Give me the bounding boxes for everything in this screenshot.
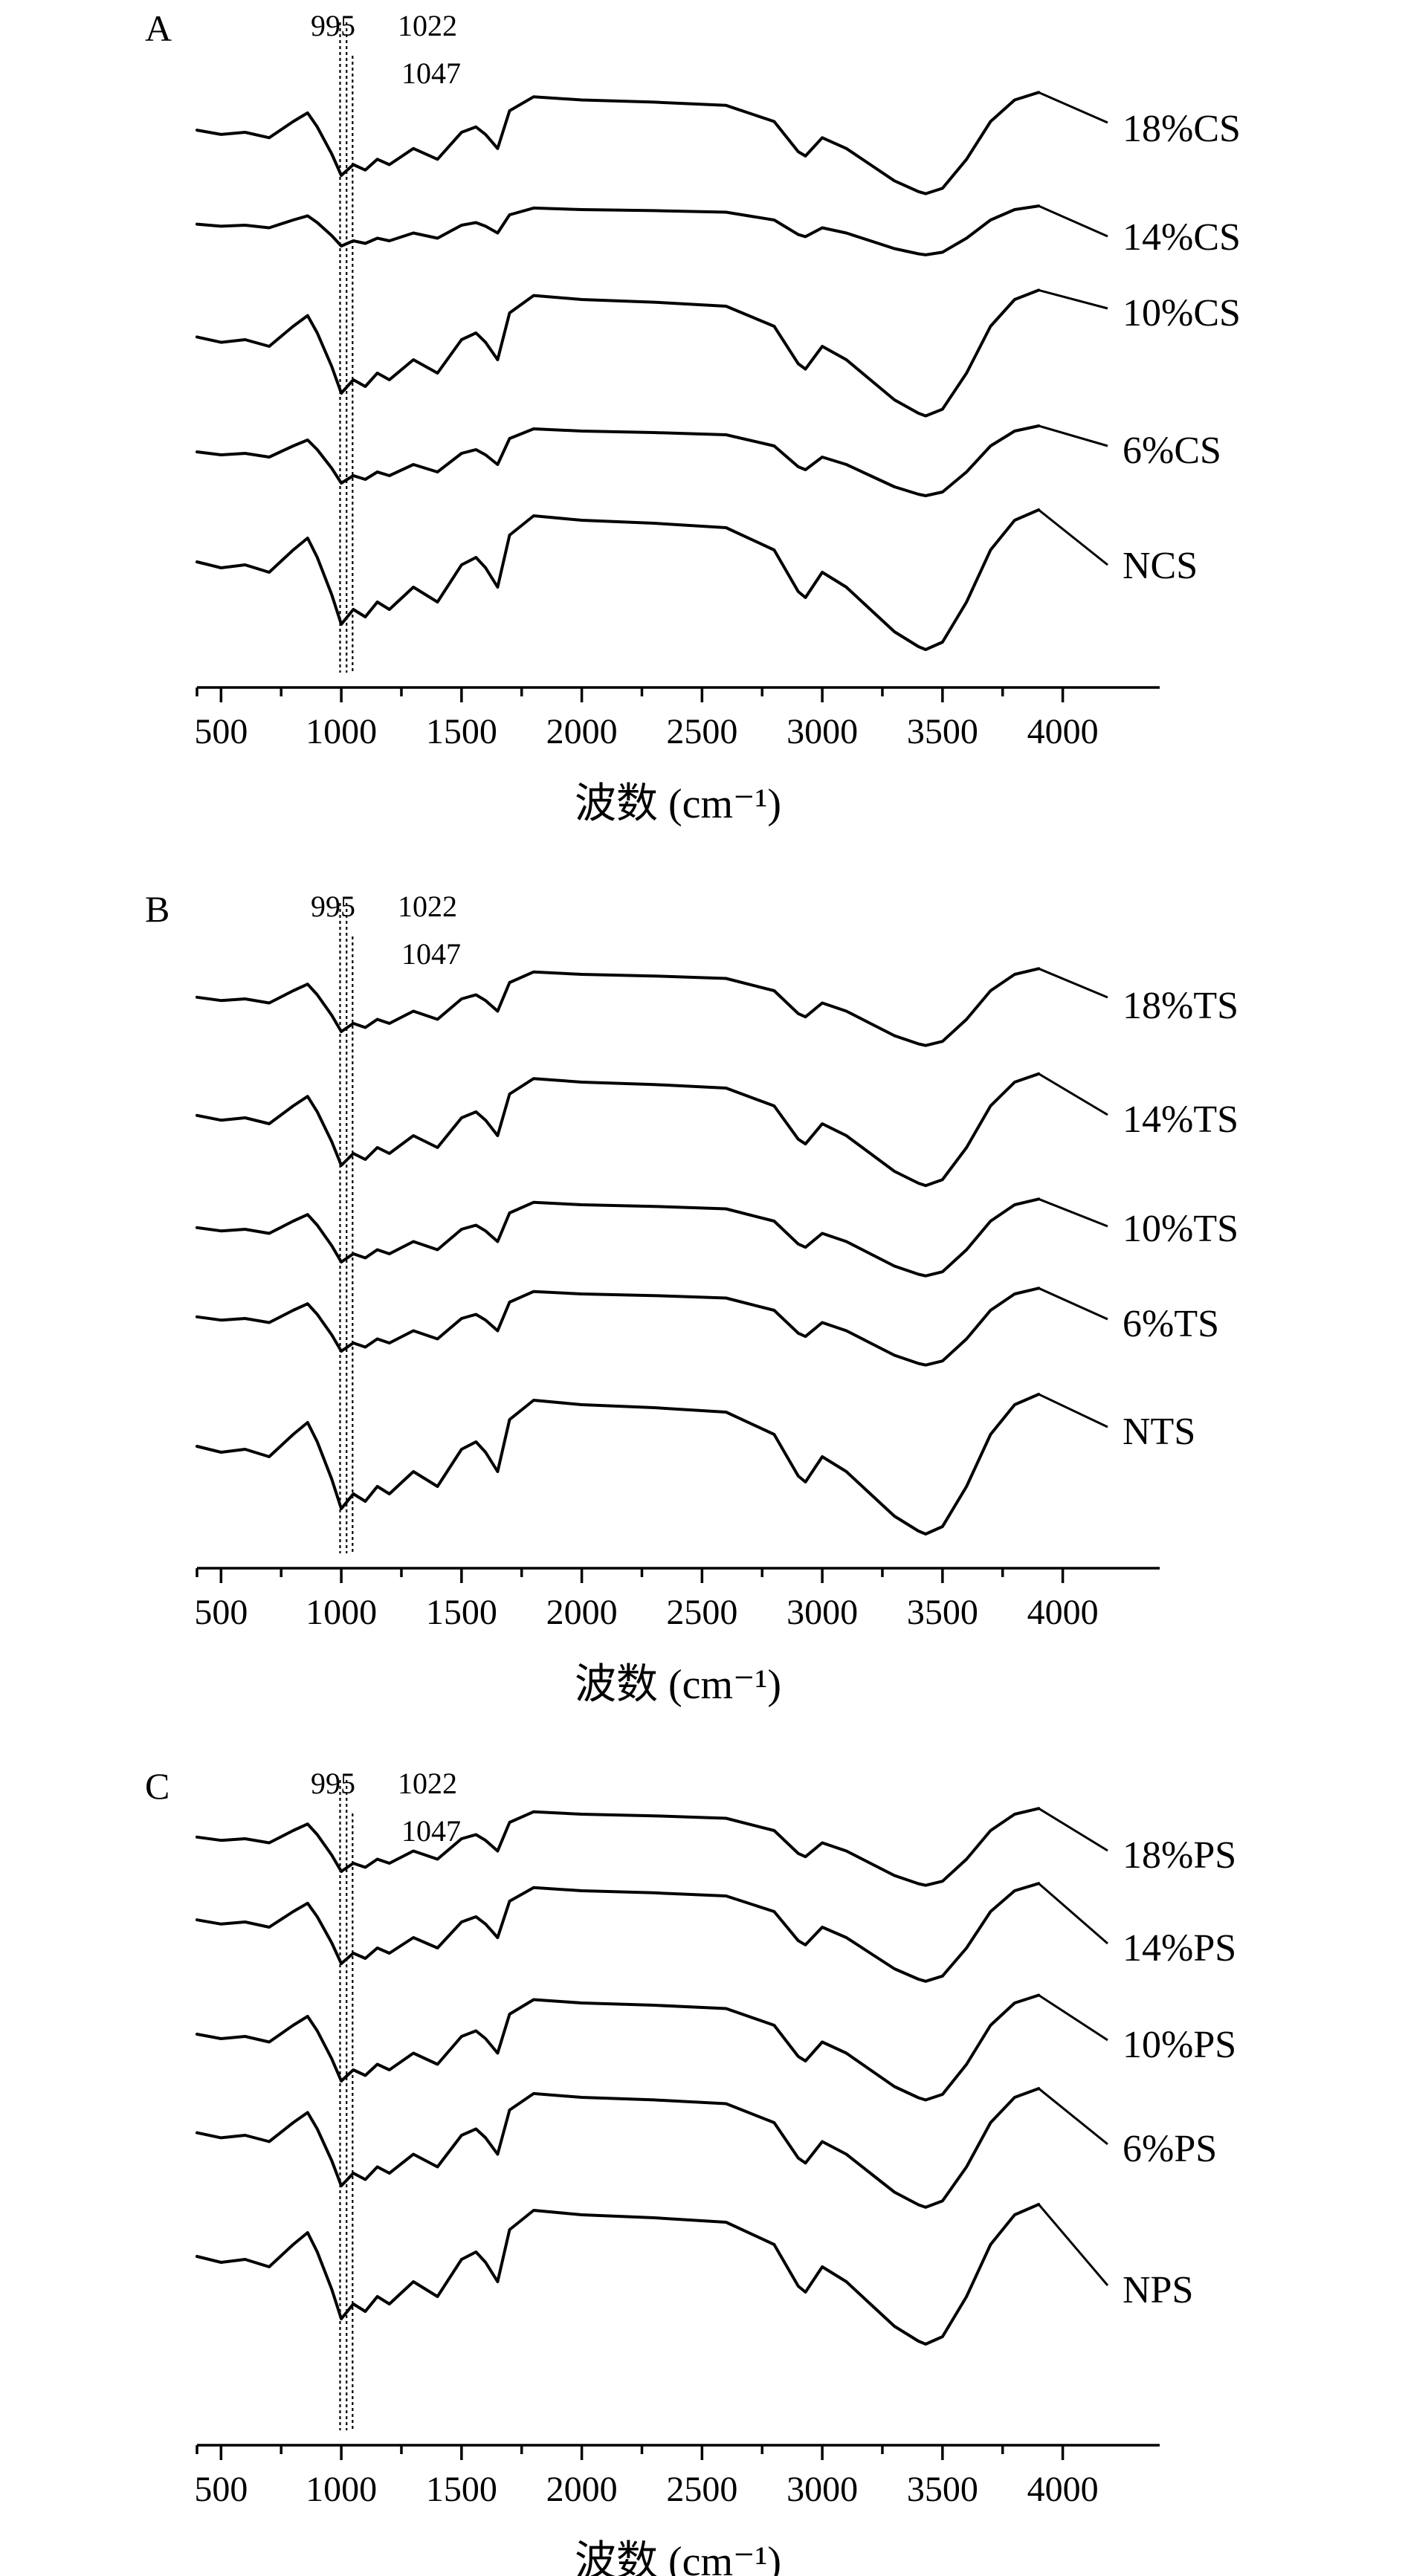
reference-label: 1047 (401, 1814, 461, 1848)
label-leader (1038, 2087, 1108, 2146)
x-tick-label: 1500 (426, 2470, 497, 2509)
label-leader (1038, 1808, 1108, 1852)
x-tick-label: 3000 (787, 1593, 858, 1632)
label-leader (1038, 1197, 1108, 1228)
series-label: 18%CS (1123, 108, 1241, 150)
series-label: 14%TS (1123, 1098, 1238, 1141)
x-tick-label: 3000 (787, 2470, 858, 2509)
reference-label: 995 (311, 890, 355, 923)
series-label: 10%CS (1123, 292, 1241, 334)
series-label: NCS (1123, 545, 1198, 587)
x-tick-label: 3000 (787, 712, 858, 751)
x-tick-label: 2500 (666, 712, 737, 751)
x-axis-label: 波数 (cm⁻¹) (575, 1662, 781, 1708)
spectrum-line (196, 1393, 1041, 1535)
x-tick-label: 500 (194, 712, 248, 751)
x-tick-label: 1000 (306, 1593, 377, 1632)
spectrum-line (196, 967, 1041, 1047)
x-tick-label: 3500 (907, 712, 978, 751)
spectrum-line (196, 2203, 1041, 2346)
spectrum-line (196, 1072, 1041, 1188)
label-leader (1038, 2204, 1109, 2286)
series-label: NTS (1123, 1411, 1195, 1453)
label-leader (1038, 204, 1108, 238)
label-leader (1038, 1883, 1108, 1945)
x-tick-label: 4000 (1027, 1593, 1099, 1632)
spectrum-line (196, 288, 1041, 418)
series-label: 6%CS (1123, 430, 1221, 472)
series-label: 10%PS (1123, 2024, 1236, 2066)
reference-label: 995 (311, 9, 355, 42)
x-tick-label: 2500 (666, 2470, 737, 2509)
spectrum-line (196, 204, 1041, 256)
series-label: 6%PS (1123, 2128, 1217, 2170)
x-axis-label: 波数 (cm⁻¹) (575, 2539, 781, 2576)
reference-label: 1022 (398, 890, 457, 923)
panel-label: A (145, 7, 172, 49)
x-tick-label: 500 (194, 1593, 248, 1632)
spectrum-line (196, 1287, 1041, 1367)
reference-label: 1047 (401, 937, 461, 971)
x-tick-label: 3500 (907, 2470, 978, 2509)
series-label: 18%TS (1123, 985, 1238, 1027)
x-tick-label: 2000 (546, 2470, 618, 2509)
spectrum-line (196, 1882, 1041, 1983)
x-tick-label: 1500 (426, 1593, 497, 1632)
x-tick-label: 1000 (306, 712, 377, 751)
x-tick-label: 4000 (1027, 2470, 1099, 2509)
x-tick-label: 2000 (546, 712, 618, 751)
series-label: 14%CS (1123, 216, 1241, 259)
spectrum-line (196, 508, 1041, 651)
series-label: 18%PS (1123, 1834, 1236, 1877)
spectrum-line (196, 1993, 1041, 2102)
label-leader (1038, 1393, 1108, 1428)
label-leader (1038, 1994, 1108, 2042)
x-tick-label: 2500 (666, 1593, 737, 1632)
reference-label: 1022 (398, 9, 457, 42)
x-tick-label: 1500 (426, 712, 497, 751)
reference-label: 1022 (398, 1767, 457, 1800)
panel-label: B (145, 888, 169, 930)
x-tick-label: 3500 (907, 1593, 978, 1632)
spectrum-line (196, 1197, 1041, 1278)
label-leader (1038, 508, 1108, 566)
series-label: NPS (1123, 2269, 1193, 2311)
x-tick-label: 4000 (1027, 712, 1099, 751)
panel-A: A 995 1022 1047 18%CS 14%CS 10%CS 6%CS NCS 500 100… (145, 7, 1241, 827)
x-tick-label: 2000 (546, 1593, 618, 1632)
x-tick-label: 500 (194, 2470, 248, 2509)
reference-label: 1047 (401, 56, 461, 90)
series-label: 10%TS (1123, 1208, 1238, 1250)
spectrum-line (196, 91, 1041, 195)
label-leader (1038, 1287, 1108, 1321)
x-axis-label: 波数 (cm⁻¹) (575, 781, 781, 827)
panel-C: C 995 1022 1047 18%PS 14%PS 10%PS 6%PS NPS 500 100… (145, 1765, 1236, 2576)
spectrum-line (196, 424, 1041, 497)
series-label: 14%PS (1123, 1927, 1236, 1970)
label-leader (1038, 424, 1108, 447)
panel-label: C (145, 1765, 169, 1807)
reference-label: 995 (311, 1767, 355, 1800)
spectrum-line (196, 1807, 1041, 1887)
label-leader (1038, 967, 1108, 999)
label-leader (1038, 1072, 1108, 1116)
label-leader (1038, 91, 1108, 124)
label-leader (1038, 288, 1108, 310)
panel-B: B 995 1022 1047 18%TS 14%TS 10%TS 6%TS NTS 500 100… (145, 888, 1238, 1708)
x-tick-label: 1000 (306, 2470, 377, 2509)
series-label: 6%TS (1123, 1303, 1219, 1345)
spectrum-line (196, 2087, 1041, 2209)
